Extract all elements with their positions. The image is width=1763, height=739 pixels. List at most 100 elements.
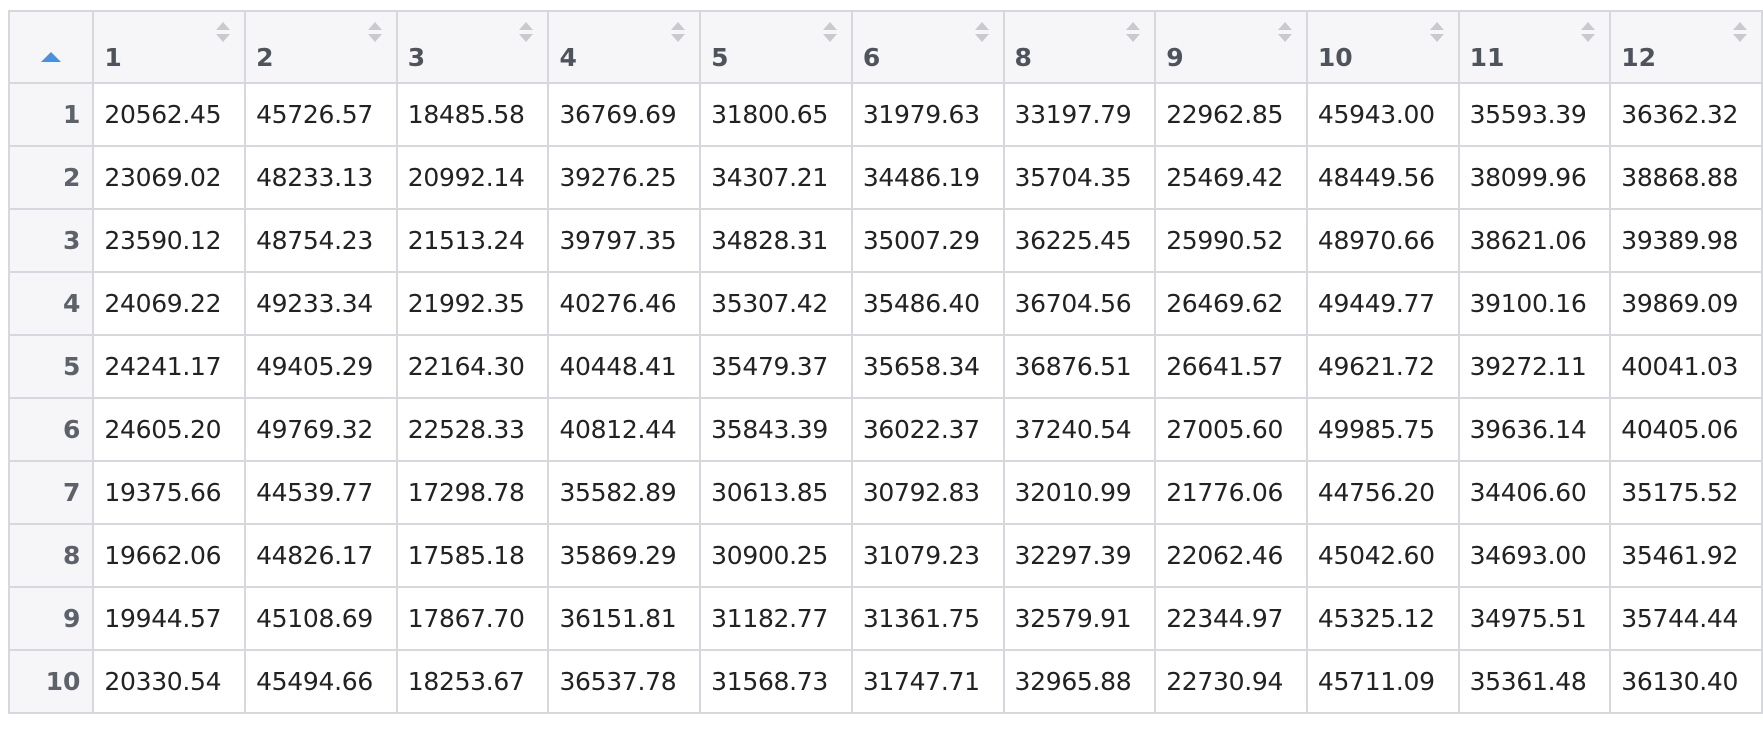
column-header-label: 3 <box>407 43 426 72</box>
table-cell: 35869.29 <box>547 523 702 588</box>
table-cell: 22962.85 <box>1154 82 1308 147</box>
table-cell: 49621.72 <box>1305 334 1460 399</box>
table-cell: 40448.41 <box>547 334 702 399</box>
sort-both-icon[interactable] <box>1429 22 1444 44</box>
table-cell: 45108.69 <box>244 586 398 651</box>
table-cell: 40041.03 <box>1609 334 1763 399</box>
table-cell: 32579.91 <box>1002 586 1157 651</box>
table-cell: 20562.45 <box>92 82 247 147</box>
table-body: 1 20562.45 45726.57 18485.58 36769.69 31800.6… <box>7 82 1763 714</box>
table-cell: 34406.60 <box>1457 460 1612 525</box>
sort-up-arrow-icon <box>1581 22 1596 30</box>
column-header-9[interactable]: 9 <box>1154 10 1308 84</box>
table-cell: 30792.83 <box>850 460 1005 525</box>
table-cell: 17585.18 <box>395 523 550 588</box>
column-header-2[interactable]: 2 <box>244 10 398 84</box>
table-cell: 31747.71 <box>850 649 1005 714</box>
table-cell: 35843.39 <box>699 397 853 462</box>
table-row[interactable]: 1 20562.45 45726.57 18485.58 36769.69 31800.6… <box>7 82 1763 147</box>
column-header-4[interactable]: 4 <box>547 10 702 84</box>
table-cell: 48970.66 <box>1305 208 1460 273</box>
table-cell: 35479.37 <box>699 334 853 399</box>
table-cell: 20992.14 <box>395 145 550 210</box>
row-index-cell: 5 <box>7 334 95 399</box>
table-cell: 21776.06 <box>1154 460 1308 525</box>
sort-both-icon[interactable] <box>216 22 231 44</box>
sort-down-arrow-icon <box>216 34 231 42</box>
column-header-label: 1 <box>104 43 122 72</box>
sort-both-icon[interactable] <box>1733 22 1747 44</box>
table-cell: 32010.99 <box>1002 460 1157 525</box>
table-cell: 34693.00 <box>1457 523 1612 588</box>
table-cell: 24605.20 <box>92 397 247 462</box>
table-cell: 32297.39 <box>1002 523 1157 588</box>
table-cell: 38099.96 <box>1457 145 1612 210</box>
table-cell: 33197.79 <box>1002 82 1157 147</box>
sort-up-arrow-icon <box>671 22 686 30</box>
table-row[interactable]: 2 23069.02 48233.13 20992.14 39276.25 34307.2… <box>7 145 1763 210</box>
table-cell: 35307.42 <box>699 271 853 336</box>
index-column-header[interactable] <box>7 10 95 84</box>
sort-both-icon[interactable] <box>1126 22 1141 44</box>
sort-both-icon[interactable] <box>671 22 686 44</box>
table-cell: 48233.13 <box>244 145 398 210</box>
sort-both-icon[interactable] <box>519 22 534 44</box>
sort-both-icon[interactable] <box>822 22 837 44</box>
sort-both-icon[interactable] <box>1277 22 1292 44</box>
table-row[interactable]: 10 20330.54 45494.66 18253.67 36537.78 31568.… <box>7 649 1763 714</box>
table-cell: 35361.48 <box>1457 649 1612 714</box>
row-index-cell: 8 <box>7 523 95 588</box>
column-header-1[interactable]: 1 <box>92 10 247 84</box>
table-cell: 31079.23 <box>850 523 1005 588</box>
table-cell: 35593.39 <box>1457 82 1612 147</box>
column-header-8[interactable]: 8 <box>1002 10 1157 84</box>
sort-both-icon[interactable] <box>974 22 989 44</box>
sort-down-arrow-icon <box>1733 34 1747 42</box>
sort-up-arrow-icon <box>1733 22 1747 30</box>
column-header-6[interactable]: 6 <box>850 10 1005 84</box>
sort-down-arrow-icon <box>1277 34 1292 42</box>
table-cell: 44539.77 <box>244 460 398 525</box>
table-cell: 20330.54 <box>92 649 247 714</box>
table-row[interactable]: 5 24241.17 49405.29 22164.30 40448.41 35479.3… <box>7 334 1763 399</box>
column-header-11[interactable]: 11 <box>1457 10 1612 84</box>
table-cell: 40812.44 <box>547 397 702 462</box>
table-cell: 36130.40 <box>1609 649 1763 714</box>
column-header-12[interactable]: 12 <box>1609 10 1763 84</box>
table-cell: 30900.25 <box>699 523 853 588</box>
table-cell: 31182.77 <box>699 586 853 651</box>
column-header-label: 11 <box>1469 43 1505 72</box>
table-cell: 19944.57 <box>92 586 247 651</box>
row-index-cell: 1 <box>7 82 95 147</box>
column-header-label: 4 <box>559 43 577 72</box>
table-cell: 22344.97 <box>1154 586 1308 651</box>
table-cell: 36225.45 <box>1002 208 1157 273</box>
table-cell: 45711.09 <box>1305 649 1460 714</box>
table-cell: 36022.37 <box>850 397 1005 462</box>
table-cell: 31361.75 <box>850 586 1005 651</box>
sort-up-arrow-icon <box>1277 22 1292 30</box>
column-header-5[interactable]: 5 <box>699 10 853 84</box>
table-row[interactable]: 8 19662.06 44826.17 17585.18 35869.29 30900.2… <box>7 523 1763 588</box>
table-cell: 45494.66 <box>244 649 398 714</box>
row-index-cell: 6 <box>7 397 95 462</box>
table-cell: 17867.70 <box>395 586 550 651</box>
table-cell: 27005.60 <box>1154 397 1308 462</box>
sort-both-icon[interactable] <box>1581 22 1596 44</box>
table-cell: 35744.44 <box>1609 586 1763 651</box>
table-row[interactable]: 9 19944.57 45108.69 17867.70 36151.81 31182.7… <box>7 586 1763 651</box>
table-row[interactable]: 6 24605.20 49769.32 22528.33 40812.44 35843.3… <box>7 397 1763 462</box>
sort-down-arrow-icon <box>367 34 382 42</box>
sort-both-icon[interactable] <box>367 22 382 44</box>
table-cell: 39797.35 <box>547 208 702 273</box>
table-row[interactable]: 7 19375.66 44539.77 17298.78 35582.89 30613.8… <box>7 460 1763 525</box>
column-header-3[interactable]: 3 <box>395 10 550 84</box>
table-row[interactable]: 4 24069.22 49233.34 21992.35 40276.46 35307.4… <box>7 271 1763 336</box>
row-index-cell: 3 <box>7 208 95 273</box>
column-header-10[interactable]: 10 <box>1305 10 1460 84</box>
table-row[interactable]: 3 23590.12 48754.23 21513.24 39797.35 34828.3… <box>7 208 1763 273</box>
table-cell: 19375.66 <box>92 460 247 525</box>
table-cell: 25990.52 <box>1154 208 1308 273</box>
sort-ascending-icon <box>41 52 62 62</box>
table-cell: 36537.78 <box>547 649 702 714</box>
